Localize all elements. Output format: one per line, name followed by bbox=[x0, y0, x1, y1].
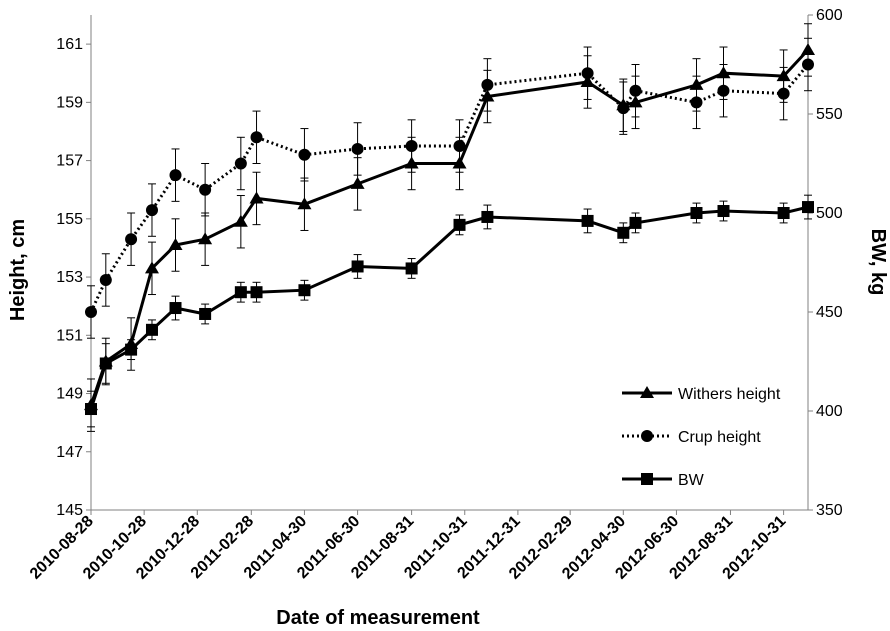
data-point bbox=[249, 191, 264, 204]
data-point bbox=[581, 67, 594, 80]
y-right-tick-label: 500 bbox=[816, 205, 843, 222]
y-left-tick-label: 157 bbox=[56, 153, 83, 170]
data-point bbox=[802, 201, 814, 214]
y-left-tick-label: 145 bbox=[56, 502, 83, 519]
series-withers-height bbox=[84, 23, 815, 432]
legend-label: Crup height bbox=[678, 429, 761, 446]
data-point bbox=[351, 260, 364, 273]
legend-marker bbox=[640, 386, 654, 398]
data-point bbox=[453, 140, 466, 153]
legend-marker bbox=[641, 430, 653, 442]
data-point bbox=[298, 284, 311, 297]
legend-marker bbox=[641, 473, 653, 485]
data-point bbox=[250, 286, 263, 299]
data-point bbox=[234, 286, 247, 299]
data-point bbox=[298, 148, 311, 161]
data-point bbox=[690, 207, 703, 219]
data-point bbox=[481, 210, 494, 223]
legend-item-bw: BW bbox=[622, 472, 705, 489]
legend-label: BW bbox=[678, 472, 705, 489]
data-point bbox=[169, 169, 182, 182]
data-point bbox=[617, 226, 630, 239]
data-point bbox=[629, 216, 642, 229]
legend-label: Withers height bbox=[678, 386, 781, 403]
data-point bbox=[405, 262, 418, 275]
y-axis-left-title: Height, cm bbox=[7, 219, 29, 321]
data-point bbox=[199, 183, 212, 196]
series-crup-height bbox=[85, 37, 814, 339]
y-right-tick-label: 350 bbox=[816, 502, 843, 519]
data-point bbox=[629, 84, 642, 97]
data-point bbox=[350, 176, 365, 189]
y-left-tick-label: 151 bbox=[56, 327, 83, 344]
data-point bbox=[777, 207, 790, 219]
y-left-tick-label: 155 bbox=[56, 211, 83, 228]
y-left-tick-label: 147 bbox=[56, 444, 83, 461]
data-point bbox=[617, 102, 630, 115]
data-point bbox=[124, 337, 139, 350]
data-point bbox=[169, 302, 182, 315]
y-right-tick-label: 600 bbox=[816, 7, 843, 24]
data-point bbox=[405, 140, 418, 153]
y-right-tick-label: 400 bbox=[816, 403, 843, 420]
data-point bbox=[144, 261, 159, 274]
y-left-tick-label: 159 bbox=[56, 94, 83, 111]
data-point bbox=[233, 214, 248, 227]
y-right-tick-label: 450 bbox=[816, 304, 843, 321]
series-layer bbox=[84, 23, 815, 432]
data-point bbox=[777, 87, 790, 100]
series-line bbox=[89, 205, 809, 410]
data-point bbox=[99, 273, 112, 286]
data-point bbox=[351, 142, 364, 155]
data-point bbox=[802, 58, 814, 71]
series-bw bbox=[85, 194, 814, 428]
series-line bbox=[89, 48, 810, 406]
y-right-tick-label: 550 bbox=[816, 106, 843, 123]
data-point bbox=[145, 204, 158, 217]
data-point bbox=[198, 232, 213, 245]
data-point bbox=[581, 214, 594, 227]
data-point bbox=[98, 354, 113, 367]
data-point bbox=[297, 197, 312, 210]
data-point bbox=[168, 238, 183, 251]
y-left-tick-label: 153 bbox=[56, 269, 83, 286]
data-point bbox=[250, 131, 263, 144]
legend: Withers height Crup height BW bbox=[622, 386, 781, 489]
data-point bbox=[690, 96, 703, 109]
y-axis-right-title: BW, kg bbox=[867, 229, 889, 296]
data-point bbox=[84, 398, 98, 411]
y-left-tick-label: 149 bbox=[56, 386, 83, 403]
series-line bbox=[89, 63, 810, 313]
data-point bbox=[145, 323, 158, 336]
x-axis-title: Date of measurement bbox=[276, 607, 480, 629]
legend-item-crup-height: Crup height bbox=[622, 429, 761, 446]
data-point bbox=[717, 84, 730, 97]
y-left-tick-label: 161 bbox=[56, 36, 83, 53]
data-point bbox=[199, 307, 212, 320]
data-point bbox=[234, 157, 247, 170]
data-point bbox=[481, 78, 494, 91]
data-point bbox=[453, 218, 466, 231]
data-point bbox=[717, 205, 730, 218]
data-point bbox=[125, 233, 138, 246]
data-point bbox=[85, 306, 97, 318]
legend-item-withers-height: Withers height bbox=[622, 386, 781, 403]
